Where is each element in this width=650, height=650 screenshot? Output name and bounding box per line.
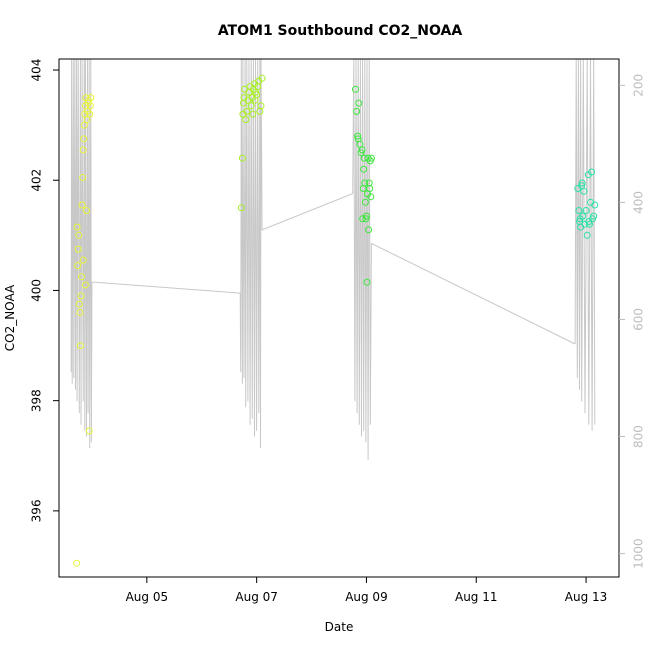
profile-trace-segment xyxy=(574,58,596,431)
data-point xyxy=(237,204,245,212)
data-point xyxy=(367,193,375,201)
x-tick-label: Aug 09 xyxy=(345,590,388,604)
data-point xyxy=(74,262,82,270)
data-point xyxy=(352,85,359,93)
x-tick-label: Aug 07 xyxy=(235,590,278,604)
data-point xyxy=(258,74,266,82)
right-tick-label: 800 xyxy=(632,425,646,448)
data-point xyxy=(585,220,593,228)
right-tick-label: 600 xyxy=(632,308,646,331)
data-point xyxy=(78,273,85,281)
data-point xyxy=(238,154,246,162)
y-tick-label: 400 xyxy=(30,279,44,302)
y-axis-label: CO2_NOAA xyxy=(3,284,17,351)
data-point xyxy=(243,107,251,115)
x-tick-label: Aug 05 xyxy=(126,590,169,604)
data-point xyxy=(588,168,595,176)
data-point xyxy=(76,342,84,350)
data-point xyxy=(362,215,370,223)
right-axis: 200 400 600 800 1000 xyxy=(619,74,646,569)
chart-title: ATOM1 Southbound CO2_NOAA xyxy=(218,23,463,39)
data-point xyxy=(355,99,363,107)
data-point xyxy=(83,207,90,214)
data-point xyxy=(361,179,369,187)
data-point xyxy=(353,107,361,115)
y-axis: 396 398 400 402 404 xyxy=(30,59,59,522)
profile-trace xyxy=(70,58,596,460)
data-point xyxy=(249,110,257,118)
data-point xyxy=(80,135,88,143)
x-tick-label: Aug 13 xyxy=(565,590,608,604)
profile-trace-segment xyxy=(70,58,241,449)
data-point xyxy=(582,207,590,214)
right-tick-label: 1000 xyxy=(632,538,646,569)
data-point xyxy=(76,309,84,316)
data-point xyxy=(257,102,265,110)
data-point xyxy=(87,94,95,102)
right-tick-label: 400 xyxy=(632,191,646,214)
data-point xyxy=(242,116,250,124)
x-axis-label: Date xyxy=(325,620,354,634)
data-point xyxy=(73,223,81,231)
data-point xyxy=(78,201,86,209)
data-point xyxy=(591,201,599,209)
data-point xyxy=(579,212,587,220)
right-tick-label: 200 xyxy=(632,74,646,97)
data-point xyxy=(81,281,89,289)
y-tick-label: 396 xyxy=(30,499,44,522)
y-tick-label: 402 xyxy=(30,169,44,192)
data-point xyxy=(79,146,87,154)
x-axis: Aug 05 Aug 07 Aug 09 Aug 11 Aug 13 xyxy=(126,577,608,604)
data-point xyxy=(79,174,87,181)
data-point xyxy=(247,102,255,110)
data-point xyxy=(367,154,375,162)
data-point xyxy=(366,185,374,192)
data-point xyxy=(75,231,83,239)
data-point xyxy=(79,256,87,264)
plot-frame xyxy=(58,58,620,578)
profile-trace-segment xyxy=(239,58,353,449)
data-point xyxy=(585,218,593,226)
data-point xyxy=(363,278,371,286)
data-point xyxy=(85,427,93,435)
data-point xyxy=(580,187,588,195)
profile-trace-segment xyxy=(352,58,576,460)
data-point xyxy=(86,110,94,118)
data-point xyxy=(358,146,366,154)
y-tick-label: 404 xyxy=(30,59,44,82)
data-point xyxy=(83,116,91,124)
data-point xyxy=(75,300,83,308)
data-point xyxy=(583,231,591,239)
data-point xyxy=(361,198,369,206)
data-points xyxy=(73,74,599,567)
data-point xyxy=(575,207,583,214)
data-point xyxy=(363,212,370,220)
data-point xyxy=(365,226,373,234)
data-point xyxy=(74,245,82,253)
y-tick-label: 398 xyxy=(30,389,44,412)
x-tick-label: Aug 11 xyxy=(455,590,498,604)
data-point xyxy=(86,102,94,110)
data-point xyxy=(80,121,88,129)
data-point xyxy=(354,132,362,140)
data-point xyxy=(251,96,259,104)
data-point xyxy=(590,212,598,220)
data-point xyxy=(578,179,586,187)
data-point xyxy=(77,292,85,300)
data-point xyxy=(73,559,81,567)
data-point xyxy=(360,154,368,162)
data-point xyxy=(360,165,368,173)
